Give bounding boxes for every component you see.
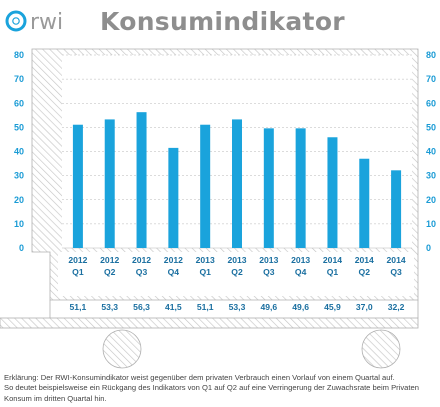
value-labels: 51,1 53,3 56,3 41,5 51,1 53,3 49,6 49,6 45,9 37,0… — [70, 302, 405, 312]
caption-line: So deutet beispielsweise ein Rückgang de… — [4, 383, 419, 393]
bar — [327, 137, 338, 248]
y-tick-label-left: 60 — [14, 98, 24, 108]
data-label: 56,3 — [133, 302, 150, 312]
y-tick-label-right: 0 — [426, 243, 431, 253]
x-tick-year: 2013 — [196, 255, 215, 265]
x-tick-year: 2012 — [164, 255, 183, 265]
x-tick-year: 2012 — [68, 255, 87, 265]
y-tick-label-right: 70 — [426, 74, 436, 84]
cart-wheel-left — [102, 329, 142, 369]
logo-ring-icon — [5, 10, 27, 32]
x-tick-quarter: Q1 — [72, 267, 84, 277]
x-tick-year: 2014 — [355, 255, 374, 265]
caption-line: Konsum im dritten Quartal hin. — [4, 393, 107, 403]
y-tick-label-right: 30 — [426, 171, 436, 181]
x-tick-quarter: Q2 — [104, 267, 116, 277]
data-label: 51,1 — [197, 302, 214, 312]
label-band — [58, 252, 414, 296]
x-tick-year: 2013 — [227, 255, 246, 265]
caption-line: Erklärung: Der RWI-Konsumindikator weist… — [4, 373, 395, 382]
y-axis-left: 0 10 20 30 40 50 60 70 80 — [14, 50, 24, 253]
bars — [72, 112, 402, 249]
x-tick-year: 2014 — [387, 255, 406, 265]
x-tick-quarter: Q2 — [359, 267, 371, 277]
data-label: 49,6 — [260, 302, 277, 312]
y-tick-label-right: 50 — [426, 122, 436, 132]
rwi-logo: rwi — [5, 10, 63, 34]
bar — [232, 119, 242, 248]
data-label: 51,1 — [70, 302, 87, 312]
y-axis-right: 0 10 20 30 40 50 60 70 80 — [426, 50, 436, 253]
y-tick-label-left: 20 — [14, 195, 24, 205]
bar — [391, 170, 402, 248]
logo-text: rwi — [30, 10, 63, 34]
x-tick-quarter: Q3 — [390, 267, 402, 277]
y-tick-label-left: 40 — [14, 147, 24, 157]
y-tick-label-right: 80 — [426, 50, 436, 60]
y-tick-label-left: 10 — [14, 219, 24, 229]
x-tick-year: 2013 — [291, 255, 310, 265]
x-tick-quarter: Q4 — [295, 267, 307, 277]
x-tick-year: 2013 — [259, 255, 278, 265]
y-tick-label-right: 40 — [426, 147, 436, 157]
x-tick-quarter: Q1 — [199, 267, 211, 277]
x-tick-quarter: Q3 — [136, 267, 148, 277]
chart: 0 10 20 30 40 50 60 70 80 0 10 20 30 40 50 60 70 80 2012… — [0, 48, 436, 369]
data-label: 53,3 — [229, 302, 246, 312]
data-label: 49,6 — [292, 302, 309, 312]
y-tick-label-left: 30 — [14, 171, 24, 181]
y-tick-label-left: 80 — [14, 50, 24, 60]
y-tick-label-right: 60 — [426, 98, 436, 108]
x-tick-quarter: Q2 — [231, 267, 243, 277]
cart-wheel-right — [361, 329, 401, 369]
data-label: 53,3 — [101, 302, 118, 312]
x-tick-quarter: Q4 — [168, 267, 180, 277]
x-tick-quarter: Q1 — [327, 267, 339, 277]
data-label: 45,9 — [324, 302, 341, 312]
x-tick-year: 2012 — [132, 255, 151, 265]
x-tick-year: 2014 — [323, 255, 342, 265]
explanation-caption: Erklärung: Der RWI-Konsumindikator weist… — [4, 373, 438, 404]
data-label: 41,5 — [165, 302, 182, 312]
x-tick-year: 2012 — [100, 255, 119, 265]
bar — [136, 112, 147, 249]
bar — [168, 147, 179, 248]
data-label: 32,2 — [388, 302, 405, 312]
cart-frame — [0, 48, 419, 369]
bar — [359, 158, 370, 248]
x-axis-labels: 2012 Q1 2012 Q2 2012 Q3 2012 Q4 2013 Q1 2013 Q2 2013… — [68, 255, 406, 277]
bar — [104, 119, 115, 248]
y-tick-label-left: 70 — [14, 74, 24, 84]
data-label: 37,0 — [356, 302, 373, 312]
bar — [200, 124, 211, 248]
page-title: Konsumindikator — [100, 7, 345, 36]
y-tick-label-right: 10 — [426, 219, 436, 229]
bar — [295, 128, 306, 248]
y-tick-label-left: 50 — [14, 122, 24, 132]
bar — [72, 124, 83, 248]
cart-handle-bar — [0, 317, 419, 329]
y-tick-label-right: 20 — [426, 195, 436, 205]
x-tick-quarter: Q3 — [263, 267, 275, 277]
bar — [263, 128, 274, 248]
logo-dot-icon — [12, 17, 20, 25]
y-tick-label-left: 0 — [19, 243, 24, 253]
